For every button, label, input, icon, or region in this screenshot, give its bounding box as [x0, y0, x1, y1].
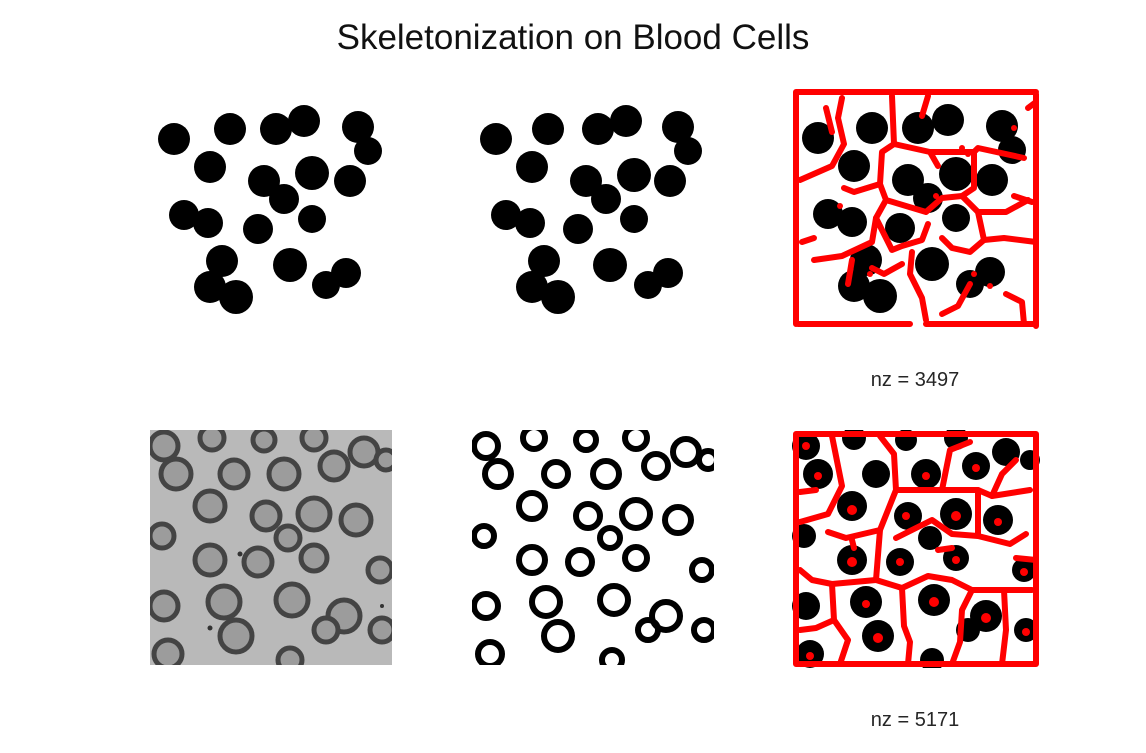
- ring-cells-bottom-middle-image: [472, 430, 714, 665]
- nz-label-bottom: nz = 5171: [870, 709, 960, 731]
- skeleton-bottom-right-image: [792, 430, 1040, 668]
- skeleton-top-right-image: [793, 89, 1039, 329]
- binary-cells-top-left: [150, 95, 392, 330]
- skeleton-bottom-right: [792, 430, 1040, 668]
- grayscale-blood-cells-image: [150, 430, 392, 665]
- ring-cells-bottom-middle: [472, 430, 714, 665]
- binary-cells-top-left-image: [158, 105, 382, 314]
- grayscale-blood-cells: [150, 430, 392, 665]
- skeleton-top-right: [792, 88, 1040, 330]
- binary-cells-top-middle: [472, 95, 714, 330]
- nz-label-top: nz = 3497: [870, 369, 960, 391]
- figure-title: Skeletonization on Blood Cells: [336, 18, 810, 57]
- binary-cells-top-middle-image: [480, 105, 702, 314]
